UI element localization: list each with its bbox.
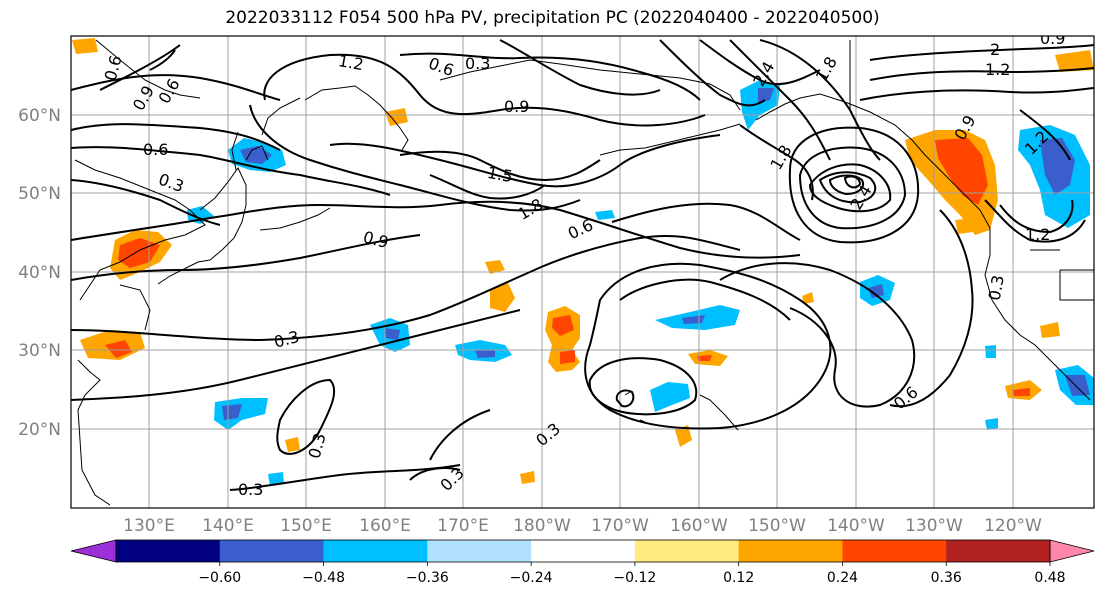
precip-blob <box>285 437 300 452</box>
precip-blob <box>985 418 998 430</box>
lon-label: 150°E <box>280 516 332 536</box>
precip-blob <box>868 284 884 298</box>
precip-blob <box>187 206 214 224</box>
graticule <box>71 36 1094 508</box>
contour-label: 1.2 <box>337 51 365 74</box>
colorbar-tick-label: 0.24 <box>827 570 858 586</box>
colorbar-segment <box>946 540 1051 562</box>
precip-blob <box>802 292 814 304</box>
contour-label: 0.3 <box>238 480 263 499</box>
precip-blob <box>758 88 774 103</box>
colorbar-segment <box>427 540 532 562</box>
contour-label: 0.9 <box>504 97 529 116</box>
contour-label: 1.5 <box>486 163 514 186</box>
precip-blob <box>697 355 712 361</box>
colorbar: −0.60 −0.48 −0.36 −0.24 −0.12 0.12 0.24 0.36 0.4… <box>70 539 1095 586</box>
contour-label: 1.2 <box>985 60 1010 79</box>
lon-label: 160°W <box>670 516 728 536</box>
contour-label: 2 <box>990 40 1000 59</box>
colorbar-extend-min <box>70 539 117 563</box>
contour-label: 0.6 <box>143 140 168 159</box>
precip-blob <box>552 315 574 336</box>
pv-contours <box>71 39 1094 491</box>
lon-label: 140°W <box>827 516 885 536</box>
colorbar-tick-label: −0.60 <box>198 570 241 586</box>
precip-blob <box>268 472 284 486</box>
colorbar-tick-label: −0.48 <box>302 570 345 586</box>
colorbar-tick-label: −0.36 <box>406 570 449 586</box>
precip-blob <box>490 283 515 312</box>
precip-blob <box>105 340 132 358</box>
colorbar-segment <box>842 540 947 562</box>
contour-label: 0.3 <box>465 54 490 73</box>
colorbar-frame <box>115 539 1051 563</box>
colorbar-segment <box>323 540 428 562</box>
precip-blob <box>650 382 690 412</box>
lon-label: 160°E <box>359 516 411 536</box>
colorbar-tick-label: 0.36 <box>931 570 962 586</box>
colorbar-tick-label: 0.12 <box>723 570 754 586</box>
precip-blob <box>475 350 495 358</box>
colorbar-segment <box>219 540 325 562</box>
lat-label: 50°N <box>18 184 61 204</box>
map-area: 0.6 0.6 0.9 1.2 0.6 0.3 0.9 0.6 0.3 1.5 … <box>71 29 1094 508</box>
precip-blob <box>595 210 615 220</box>
lat-label: 30°N <box>18 341 61 361</box>
colorbar-segment <box>634 540 740 562</box>
lat-label: 40°N <box>18 263 61 283</box>
colorbar-segment <box>116 540 221 562</box>
precip-blob <box>1065 375 1090 396</box>
precip-blob <box>1055 50 1094 72</box>
lon-label: 130°E <box>123 516 175 536</box>
precip-blob <box>385 108 408 126</box>
lat-label: 60°N <box>18 106 61 126</box>
precip-blob <box>1012 388 1030 396</box>
colorbar-tick-label: −0.24 <box>510 570 553 586</box>
colorbar-tick-label: 0.48 <box>1034 570 1065 586</box>
lon-label: 140°E <box>202 516 254 536</box>
contour-label: 0.3 <box>985 274 1008 302</box>
colorbar-segment <box>738 540 843 562</box>
precip-blob <box>675 425 692 447</box>
lon-labels: 130°E 140°E 150°E 160°E 170°E 180°W 170°… <box>123 516 1042 536</box>
lon-label: 170°W <box>591 516 649 536</box>
lon-label: 150°W <box>748 516 806 536</box>
precip-blob <box>955 218 975 234</box>
precip-blob <box>520 471 535 484</box>
precip-blob <box>485 260 505 274</box>
precip-blob <box>222 404 242 420</box>
lon-label: 180°W <box>513 516 571 536</box>
lon-label: 130°W <box>905 516 963 536</box>
colorbar-extend-max <box>1049 539 1095 563</box>
precip-blob <box>935 138 988 205</box>
precip-blob <box>1040 322 1060 338</box>
colorbar-tick-label: −0.12 <box>613 570 656 586</box>
colorbar-segment <box>531 540 636 562</box>
contour-label: 0.9 <box>1040 29 1065 48</box>
precip-blob <box>72 38 98 54</box>
lat-label: 20°N <box>18 420 61 440</box>
lon-label: 120°W <box>984 516 1042 536</box>
precip-blob <box>385 328 400 340</box>
map-frame <box>70 35 1095 509</box>
precip-blob <box>985 345 996 358</box>
lon-label: 170°E <box>437 516 489 536</box>
lat-labels: 60°N 50°N 40°N 30°N 20°N <box>18 106 61 440</box>
map-title: 2022033112 F054 500 hPa PV, precipitatio… <box>225 8 880 28</box>
precip-blob <box>560 350 575 364</box>
contour-label: 1.2 <box>1025 225 1050 244</box>
